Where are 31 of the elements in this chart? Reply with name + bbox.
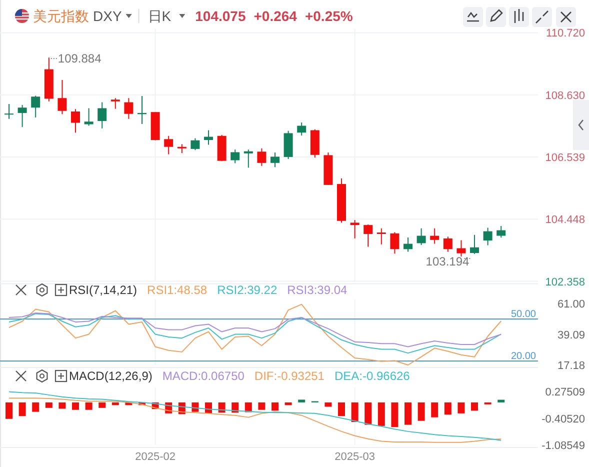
text: +0.25% xyxy=(304,8,354,24)
chart-subtitle: DXY xyxy=(93,8,122,24)
chart-title: MACD(12,26,9) xyxy=(69,369,152,383)
text: 104.075 xyxy=(195,8,246,24)
series-label: RSI3:39.04 xyxy=(287,283,348,297)
y-tick-label: 108.630 xyxy=(545,90,585,102)
text: RSI2:39.22 xyxy=(217,283,278,297)
y-tick-label: -1.08549 xyxy=(542,440,585,452)
text: 日K xyxy=(148,8,172,24)
chart-title: 美元指数 xyxy=(33,8,89,24)
x-tick-label: 2025-02 xyxy=(135,451,176,463)
y-tick-label: 17.18 xyxy=(557,360,585,372)
y-tick-label: 110.720 xyxy=(546,28,585,40)
y-tick-label: 0.27509 xyxy=(545,386,585,399)
y-tick-label: 106.539 xyxy=(545,152,585,164)
chart-title: RSI(7,14,21) xyxy=(69,283,138,297)
y-tick-label: 104.448 xyxy=(545,214,585,226)
text: RSI1:48.58 xyxy=(147,283,208,297)
y-tick-label: 61.00 xyxy=(557,298,585,311)
annotation: 109.884 xyxy=(58,52,102,66)
text: +0.264 xyxy=(254,8,298,24)
x-tick-label: 2025-03 xyxy=(334,451,375,463)
y-tick-label: -0.40520 xyxy=(542,413,585,426)
y-tick-label: 102.358 xyxy=(545,276,585,288)
series-label: MACD:0.06750 xyxy=(162,369,245,383)
annotation: 103.194 xyxy=(426,254,470,268)
text: DIF:-0.93251 xyxy=(254,369,325,383)
y-tick-label: 39.09 xyxy=(557,329,585,342)
text: DEA:-0.96626 xyxy=(334,369,410,383)
ref-line-label: 20.00 xyxy=(510,351,536,362)
ref-line-label: 50.00 xyxy=(510,309,536,320)
